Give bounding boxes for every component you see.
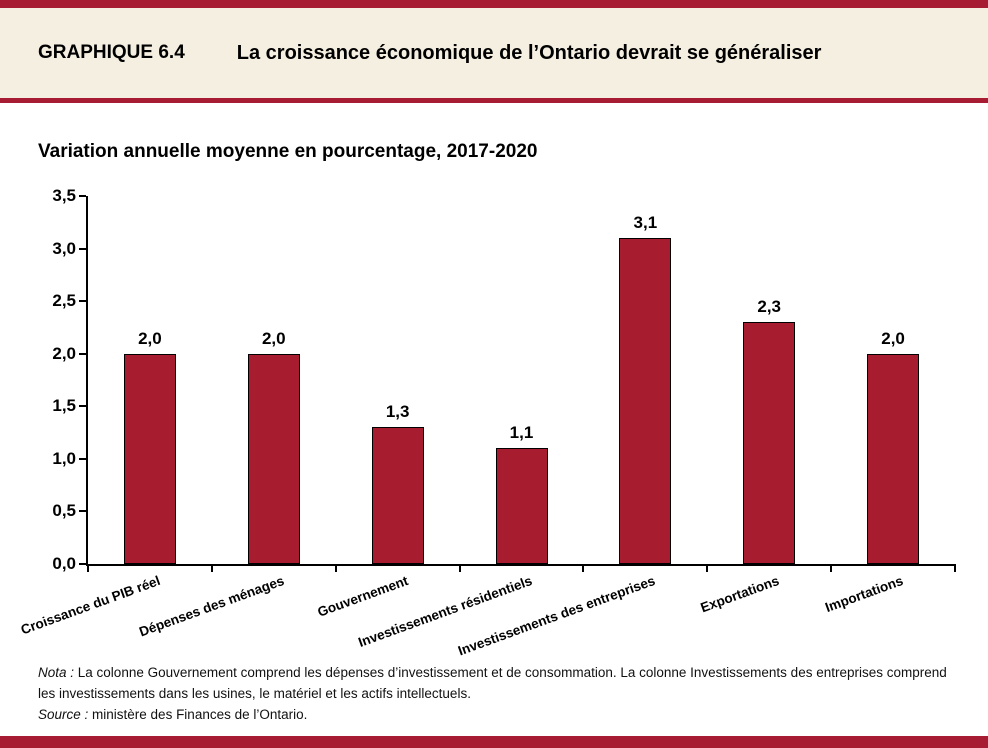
nota-line: Nota : La colonne Gouvernement comprend … xyxy=(38,663,950,705)
y-axis-line xyxy=(86,196,88,566)
y-tick-mark xyxy=(79,457,86,460)
x-tick-mark xyxy=(954,566,956,572)
bar xyxy=(619,238,672,564)
nota-label: Nota : xyxy=(38,665,75,680)
bottom-accent-bar xyxy=(0,736,988,748)
x-tick-mark xyxy=(830,566,833,572)
chart-header: GRAPHIQUE 6.4 La croissance économique d… xyxy=(0,8,988,98)
bar-value-label: 1,3 xyxy=(385,402,410,422)
x-tick-mark xyxy=(210,566,213,572)
chart-title: La croissance économique de l’Ontario de… xyxy=(236,41,822,64)
x-tick-mark xyxy=(706,566,709,572)
chart-subtitle: Variation annuelle moyenne en pourcentag… xyxy=(38,141,538,162)
y-tick-mark xyxy=(79,247,86,250)
top-accent-bar xyxy=(0,0,988,8)
y-tick-label: 0,5 xyxy=(52,501,76,521)
bar-value-label: 2,0 xyxy=(261,328,286,348)
x-tick-mark xyxy=(458,566,461,572)
source-label: Source : xyxy=(38,706,89,722)
y-tick-label: 3,0 xyxy=(52,238,76,258)
bar xyxy=(371,427,424,564)
y-tick-mark xyxy=(79,405,86,408)
bar-value-label: 2,0 xyxy=(881,328,905,348)
y-tick-label: 1,5 xyxy=(52,396,76,416)
chart-notes: Nota : La colonne Gouvernement comprend … xyxy=(38,663,950,726)
x-axis-line xyxy=(86,564,956,566)
source-text: ministère des Finances de l’Ontario. xyxy=(88,706,308,722)
y-tick-label: 1,0 xyxy=(52,448,76,468)
y-tick-mark xyxy=(79,300,86,303)
bar xyxy=(123,353,176,564)
source-line: Source : ministère des Finances de l’Ont… xyxy=(38,705,950,726)
bar-value-label: 3,1 xyxy=(633,213,658,233)
y-tick-label: 2,5 xyxy=(52,291,76,311)
y-tick-label: 0,0 xyxy=(52,554,76,573)
bar-value-label: 2,3 xyxy=(757,297,782,317)
bar-value-label: 2,0 xyxy=(138,328,162,348)
y-tick-mark xyxy=(79,510,86,513)
bar xyxy=(247,353,300,564)
bar xyxy=(743,322,796,564)
x-tick-mark xyxy=(334,566,337,572)
y-tick-mark xyxy=(79,195,86,197)
x-tick-mark xyxy=(87,566,89,572)
nota-text: La colonne Gouvernement comprend les dép… xyxy=(38,665,947,701)
bar-value-label: 1,1 xyxy=(509,423,534,443)
header-divider-bar xyxy=(0,98,988,103)
chart-number: GRAPHIQUE 6.4 xyxy=(38,42,185,63)
bar xyxy=(867,353,920,564)
x-tick-mark xyxy=(582,566,585,572)
y-tick-label: 2,0 xyxy=(52,343,76,363)
y-tick-mark xyxy=(79,563,86,565)
y-tick-label: 3,5 xyxy=(52,186,76,205)
bar xyxy=(495,448,548,564)
y-tick-mark xyxy=(79,352,86,355)
